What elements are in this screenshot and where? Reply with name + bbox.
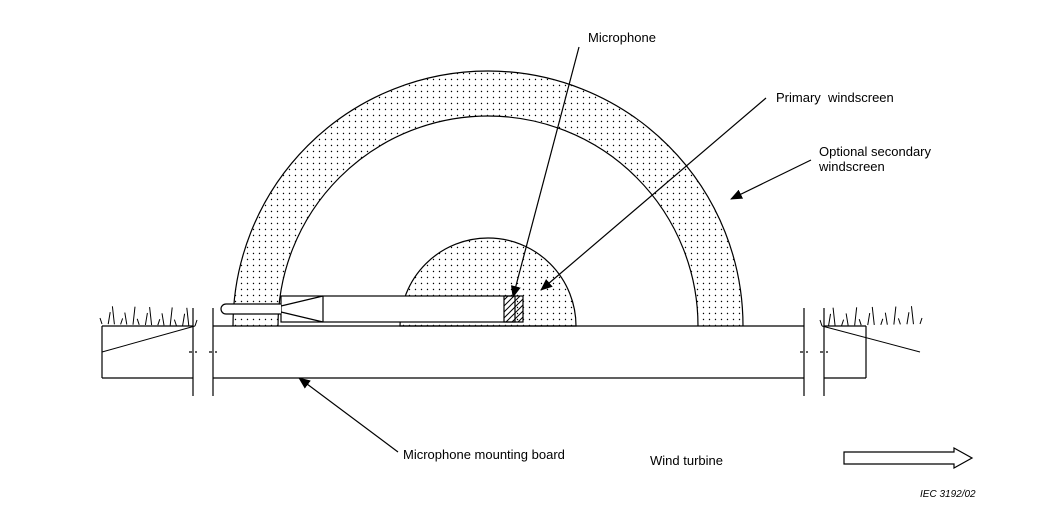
microphone-cable bbox=[221, 304, 281, 314]
diagram-stage: Microphone Primary windscreen Optional s… bbox=[0, 0, 1060, 520]
label-microphone: Microphone bbox=[588, 30, 656, 45]
label-secondary-windscreen: Optional secondary windscreen bbox=[819, 144, 931, 174]
grass-scribble bbox=[820, 306, 922, 352]
leader-board bbox=[299, 378, 398, 452]
microphone-body bbox=[281, 296, 515, 322]
label-mounting-board: Microphone mounting board bbox=[403, 447, 565, 462]
leader-secondary bbox=[731, 160, 811, 199]
microphone-diaphragm bbox=[504, 296, 523, 322]
direction-arrow bbox=[844, 448, 972, 468]
label-wind-turbine: Wind turbine bbox=[650, 453, 723, 468]
grass-scribble bbox=[100, 306, 197, 352]
diagram-svg bbox=[0, 0, 1060, 520]
label-iec-ref: IEC 3192/02 bbox=[920, 489, 976, 500]
label-primary-windscreen: Primary windscreen bbox=[776, 90, 894, 105]
